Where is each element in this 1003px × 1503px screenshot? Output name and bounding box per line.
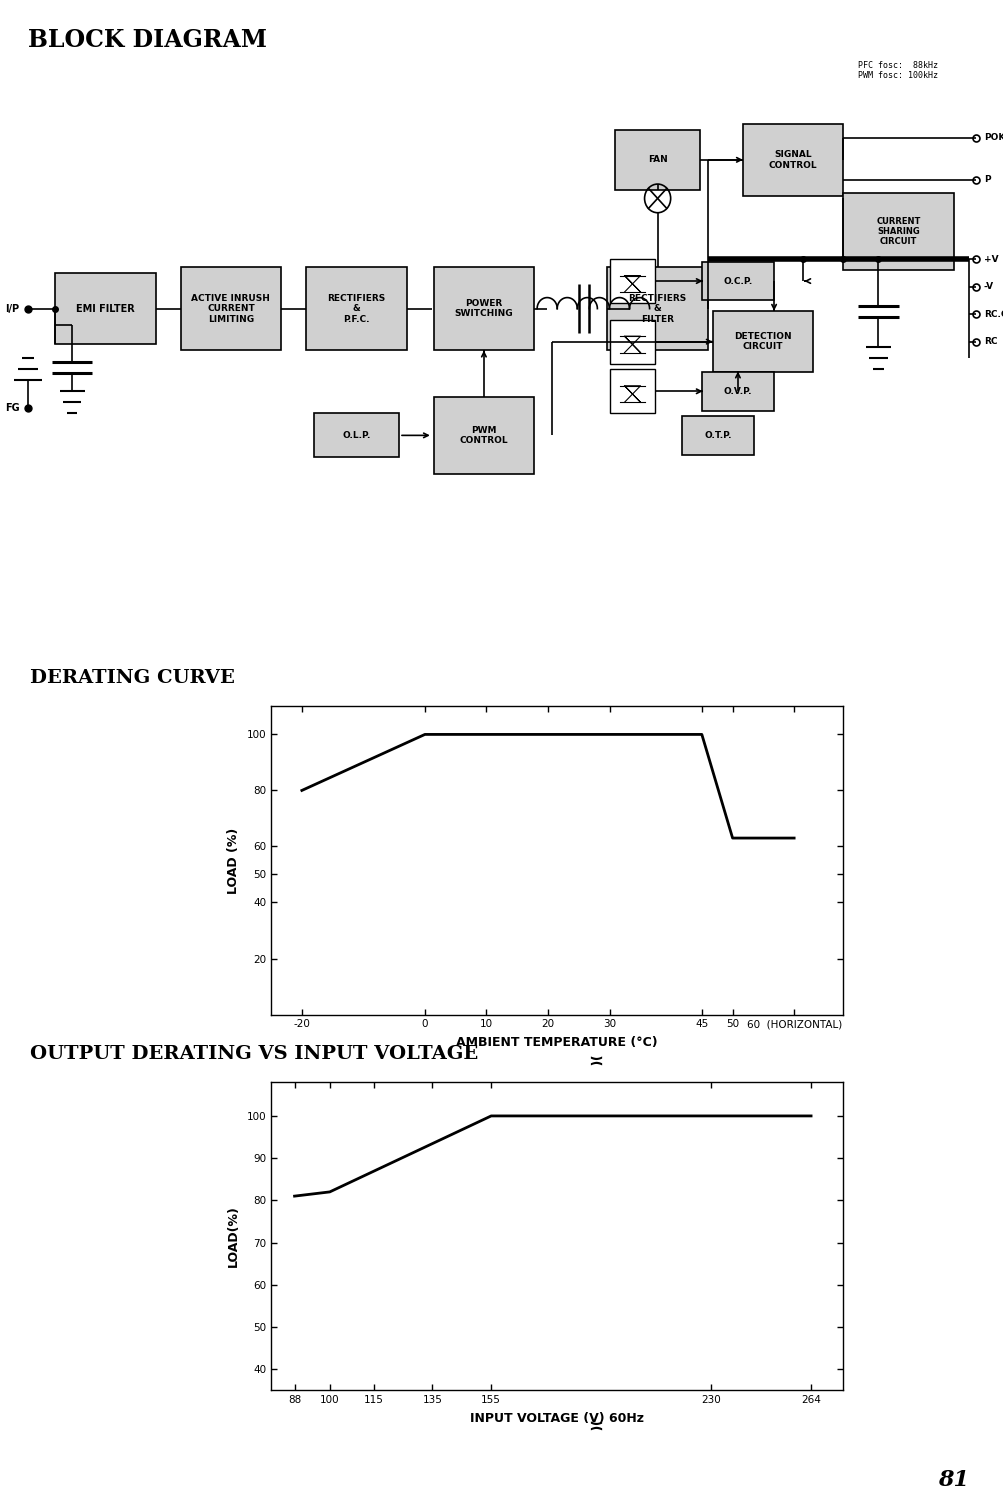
Text: -V: -V	[983, 283, 993, 292]
FancyBboxPatch shape	[701, 371, 773, 410]
Text: BLOCK DIAGRAM: BLOCK DIAGRAM	[28, 27, 267, 51]
Text: DETECTION
CIRCUIT: DETECTION CIRCUIT	[733, 332, 791, 352]
Text: PFC fosc:  88kHz
PWM fosc: 100kHz: PFC fosc: 88kHz PWM fosc: 100kHz	[858, 60, 938, 80]
Text: OUTPUT DERATING VS INPUT VOLTAGE: OUTPUT DERATING VS INPUT VOLTAGE	[30, 1045, 477, 1063]
Text: $\mathbf{\asymp}$: $\mathbf{\asymp}$	[584, 1416, 603, 1434]
FancyBboxPatch shape	[843, 192, 953, 271]
Text: ACTIVE INRUSH
CURRENT
LIMITING: ACTIVE INRUSH CURRENT LIMITING	[192, 293, 270, 323]
FancyBboxPatch shape	[181, 268, 281, 350]
FancyBboxPatch shape	[742, 123, 843, 195]
Text: I/P: I/P	[5, 304, 19, 314]
FancyBboxPatch shape	[614, 129, 700, 189]
X-axis label: AMBIENT TEMPERATURE (°C): AMBIENT TEMPERATURE (°C)	[456, 1037, 657, 1049]
Text: EMI FILTER: EMI FILTER	[76, 304, 134, 314]
Text: DERATING CURVE: DERATING CURVE	[30, 669, 235, 687]
Text: POWER
SWITCHING: POWER SWITCHING	[454, 299, 513, 319]
FancyBboxPatch shape	[314, 413, 399, 457]
Text: O.L.P.: O.L.P.	[342, 431, 370, 440]
FancyBboxPatch shape	[701, 262, 773, 301]
Y-axis label: LOAD (%): LOAD (%)	[227, 827, 240, 894]
FancyBboxPatch shape	[55, 274, 155, 344]
Text: PWM
CONTROL: PWM CONTROL	[459, 425, 508, 445]
FancyBboxPatch shape	[712, 311, 812, 371]
Text: RC: RC	[983, 337, 996, 346]
Text: 81: 81	[937, 1468, 968, 1491]
Text: FG: FG	[5, 403, 20, 413]
Text: O.V.P.: O.V.P.	[723, 386, 751, 395]
Text: POK: POK	[983, 134, 1003, 143]
Text: O.C.P.: O.C.P.	[722, 277, 752, 286]
Y-axis label: LOAD(%): LOAD(%)	[227, 1205, 240, 1267]
FancyBboxPatch shape	[607, 268, 707, 350]
FancyBboxPatch shape	[610, 370, 654, 413]
Text: O.T.P.: O.T.P.	[703, 431, 731, 440]
Text: CURRENT
SHARING
CIRCUIT: CURRENT SHARING CIRCUIT	[876, 216, 920, 246]
FancyBboxPatch shape	[306, 268, 406, 350]
X-axis label: INPUT VOLTAGE (V) 60Hz: INPUT VOLTAGE (V) 60Hz	[469, 1413, 644, 1425]
Text: +V: +V	[983, 254, 998, 263]
Text: RECTIFIERS
&
P.F.C.: RECTIFIERS & P.F.C.	[327, 293, 385, 323]
Text: RECTIFIERS
&
FILTER: RECTIFIERS & FILTER	[628, 293, 686, 323]
Text: P: P	[983, 176, 990, 185]
FancyBboxPatch shape	[610, 259, 654, 304]
Text: $\mathbf{\asymp}$: $\mathbf{\asymp}$	[584, 1052, 603, 1070]
Text: FAN: FAN	[647, 155, 667, 164]
FancyBboxPatch shape	[433, 268, 534, 350]
FancyBboxPatch shape	[433, 397, 534, 473]
Text: SIGNAL
CONTROL: SIGNAL CONTROL	[768, 150, 816, 170]
FancyBboxPatch shape	[681, 416, 753, 454]
FancyBboxPatch shape	[610, 320, 654, 364]
Text: RC.G.: RC.G.	[983, 310, 1003, 319]
